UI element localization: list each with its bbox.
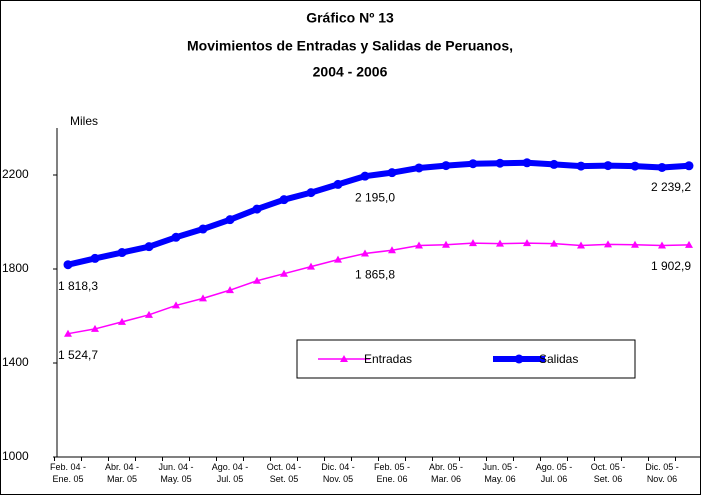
point xyxy=(117,248,127,258)
point xyxy=(388,246,396,254)
point xyxy=(361,249,369,257)
point xyxy=(684,161,694,171)
point xyxy=(199,294,207,302)
point xyxy=(172,301,180,309)
point xyxy=(360,171,370,181)
x-tick-label: Jun. 05 - May. 06 xyxy=(482,462,518,484)
point xyxy=(144,242,154,252)
point xyxy=(252,204,262,214)
data-label: 1 865,8 xyxy=(355,268,395,282)
point xyxy=(469,239,477,247)
series-line xyxy=(67,242,690,335)
point xyxy=(522,158,532,168)
point xyxy=(307,262,315,270)
point xyxy=(603,161,613,171)
x-tick-label: Abr. 04 - Mar. 05 xyxy=(104,462,140,484)
y-tick-label: 1800 xyxy=(2,261,29,275)
point xyxy=(657,162,667,172)
point xyxy=(280,269,288,277)
point xyxy=(523,239,531,247)
y-tick-label: 2200 xyxy=(2,167,29,181)
y-tick-label: 1000 xyxy=(2,449,29,463)
data-label: 2 195,0 xyxy=(355,190,395,204)
x-tick-label: Oct. 05 - Set. 06 xyxy=(590,462,626,484)
chart-subtitle: 2004 - 2006 xyxy=(313,64,388,80)
point xyxy=(576,161,586,171)
point xyxy=(90,253,100,263)
point xyxy=(414,163,424,173)
point xyxy=(631,240,639,248)
point xyxy=(415,241,423,249)
x-tick-label: Ago. 05 - Jul. 06 xyxy=(535,462,573,484)
point xyxy=(550,239,558,247)
point xyxy=(64,329,72,337)
point xyxy=(226,286,234,294)
legend-label: Salidas xyxy=(539,352,578,366)
x-tick-label: Dic. 04 - Nov. 05 xyxy=(321,462,355,484)
x-tick-label: Feb. 04 - Ene. 05 xyxy=(49,462,87,484)
x-tick-label: Abr. 05 - Mar. 06 xyxy=(428,462,464,484)
point xyxy=(63,260,73,270)
point xyxy=(91,324,99,332)
y-axis-label: Miles xyxy=(70,114,98,128)
data-label: 1 524,7 xyxy=(58,348,98,362)
point xyxy=(118,317,126,325)
legend-marker xyxy=(514,354,524,364)
x-tick-label: Oct. 04 - Set. 05 xyxy=(266,462,302,484)
point xyxy=(333,179,343,189)
point xyxy=(468,159,478,169)
point xyxy=(549,159,559,169)
point xyxy=(442,240,450,248)
data-label: 2 239,2 xyxy=(651,180,691,194)
data-label: 1 902,9 xyxy=(651,259,691,273)
legend-marker xyxy=(340,355,348,362)
x-tick-label: Dic. 05 - Nov. 06 xyxy=(645,462,679,484)
point xyxy=(334,255,342,263)
y-tick-label: 1400 xyxy=(2,355,29,369)
point xyxy=(658,241,666,249)
point xyxy=(387,168,397,178)
chart-subtitle: Movimientos de Entradas y Salidas de Per… xyxy=(187,38,513,54)
point xyxy=(253,276,261,284)
x-tick-label: Ago. 04 - Jul. 05 xyxy=(211,462,249,484)
x-tick-label: Jun. 04 - May. 05 xyxy=(158,462,194,484)
legend-label: Entradas xyxy=(364,352,412,366)
point xyxy=(225,215,235,225)
point xyxy=(630,161,640,171)
point xyxy=(577,241,585,249)
point xyxy=(171,232,181,242)
point xyxy=(496,239,504,247)
point xyxy=(198,224,208,234)
point xyxy=(685,240,693,248)
data-label: 1 818,3 xyxy=(58,279,98,293)
point xyxy=(495,158,505,168)
point xyxy=(441,161,451,171)
series-line xyxy=(67,159,690,268)
chart-title: Gráfico Nº 13 xyxy=(306,10,394,26)
point xyxy=(306,188,316,198)
x-tick-label: Feb. 05 - Ene. 06 xyxy=(373,462,411,484)
point xyxy=(604,240,612,248)
point xyxy=(279,195,289,205)
point xyxy=(145,310,153,318)
